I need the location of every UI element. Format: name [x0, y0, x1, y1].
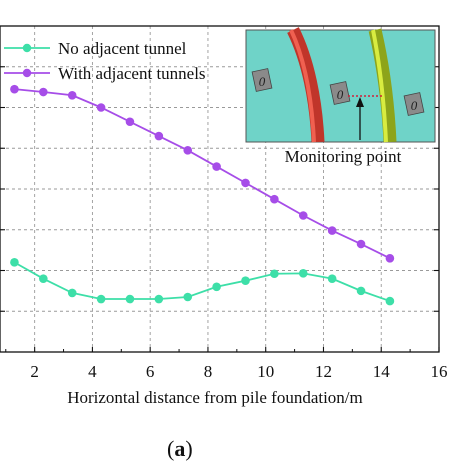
data-point-no-adjacent-tunnel — [183, 292, 193, 302]
data-point-no-adjacent-tunnel — [385, 296, 395, 306]
axis-ticks — [0, 66, 440, 352]
data-point-no-adjacent-tunnel — [327, 274, 337, 283]
data-point-no-adjacent-tunnel — [10, 258, 19, 267]
data-point-with-adjacent-tunnels — [298, 211, 308, 220]
series-line-no-adjacent-tunnel — [13, 261, 391, 302]
x-tick-label: 2 — [30, 362, 39, 381]
x-tick-label: 14 — [373, 362, 391, 381]
x-axis-title: Horizontal distance from pile foundation… — [67, 388, 363, 407]
data-point-with-adjacent-tunnels — [67, 90, 77, 100]
data-point-no-adjacent-tunnel — [96, 294, 106, 304]
data-point-with-adjacent-tunnels — [125, 117, 135, 127]
data-point-no-adjacent-tunnel — [270, 269, 279, 279]
series-line-with-adjacent-tunnels — [14, 88, 391, 260]
data-point-with-adjacent-tunnels — [356, 239, 366, 249]
data-point-with-adjacent-tunnels — [154, 131, 164, 141]
data-point-no-adjacent-tunnel — [212, 282, 221, 292]
data-point-with-adjacent-tunnels — [241, 178, 250, 188]
legend-marker-with-adjacent-tunnels — [22, 68, 32, 78]
data-point-no-adjacent-tunnel — [241, 276, 250, 285]
svg-text:0: 0 — [411, 98, 418, 113]
legend-label-no-adjacent-tunnel: No adjacent tunnel — [58, 39, 187, 58]
data-point-no-adjacent-tunnel — [67, 288, 77, 298]
x-tick-label: 16 — [431, 362, 448, 381]
tunnel-yellow — [368, 28, 397, 143]
data-point-with-adjacent-tunnels — [96, 103, 106, 112]
data-point-with-adjacent-tunnels — [270, 194, 279, 204]
data-point-with-adjacent-tunnels — [10, 84, 19, 94]
inset-label-monitoring-point: Monitoring point — [285, 147, 402, 166]
tunnel-yellow-highlight — [371, 29, 388, 143]
data-point-no-adjacent-tunnel — [125, 294, 135, 304]
data-point-with-adjacent-tunnels — [183, 145, 193, 155]
legend-label-with-adjacent-tunnels: With adjacent tunnels — [58, 64, 206, 83]
legend-marker-no-adjacent-tunnel — [22, 43, 32, 53]
data-point-with-adjacent-tunnels — [212, 162, 221, 171]
x-tick-label: 4 — [88, 362, 97, 381]
inset-image: 0 0 0 Monitoring point — [245, 27, 436, 166]
x-tick-label: 12 — [315, 362, 332, 381]
x-tick-label: 6 — [146, 362, 155, 381]
pile-block-left: 0 — [251, 68, 273, 92]
panel-label: (a) — [167, 436, 193, 461]
data-point-with-adjacent-tunnels — [385, 253, 395, 263]
pile-block-center: 0 — [329, 81, 351, 105]
data-point-no-adjacent-tunnel — [154, 294, 164, 304]
tunnel-red-highlight — [289, 29, 316, 143]
data-point-no-adjacent-tunnel — [39, 274, 48, 283]
svg-text:0: 0 — [337, 87, 344, 102]
data-point-with-adjacent-tunnels — [327, 226, 337, 235]
data-point-no-adjacent-tunnel — [298, 269, 308, 278]
x-tick-label: 10 — [257, 362, 274, 381]
pile-block-right: 0 — [403, 92, 425, 116]
x-tick-label: 8 — [204, 362, 213, 381]
data-point-with-adjacent-tunnels — [39, 87, 48, 97]
data-point-no-adjacent-tunnel — [356, 286, 366, 296]
series-group — [10, 84, 395, 306]
monitoring-arrow-head — [356, 97, 364, 107]
legend: No adjacent tunnel With adjacent tunnels — [4, 39, 206, 83]
x-tick-labels: 2 4 6 8 10 12 14 16 — [30, 362, 447, 381]
tunnel-red — [287, 27, 325, 143]
svg-text:0: 0 — [259, 74, 266, 89]
